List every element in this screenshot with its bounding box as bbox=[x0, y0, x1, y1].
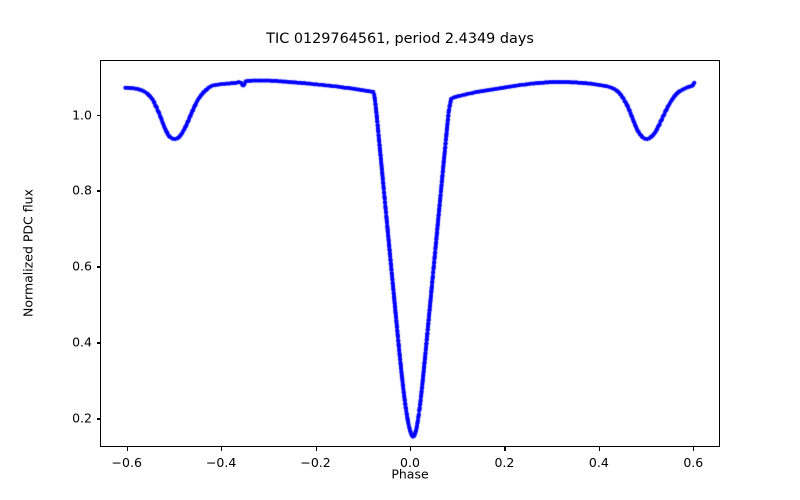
x-axis-tick-label: −0.2 bbox=[300, 455, 331, 470]
y-axis-tick-label: 1.0 bbox=[72, 107, 92, 122]
y-axis-tick-label: 0.4 bbox=[72, 334, 92, 350]
y-axis-tick-label: 0.2 bbox=[72, 410, 92, 426]
y-axis-tick-label: 0.8 bbox=[72, 182, 92, 198]
page-title: TIC 0129764561, period 2.4349 days bbox=[266, 31, 534, 47]
x-axis-tick-label: −0.6 bbox=[111, 455, 142, 470]
y-axis-tick-mark bbox=[96, 418, 100, 420]
plot-axes bbox=[100, 60, 721, 448]
x-axis-tick-mark bbox=[598, 447, 600, 451]
x-axis-tick-label: 0.0 bbox=[400, 455, 420, 470]
y-axis-tick-mark bbox=[96, 190, 100, 192]
x-axis-tick-mark bbox=[315, 447, 317, 451]
x-axis-tick-mark bbox=[693, 447, 695, 451]
x-axis-tick-mark bbox=[221, 447, 223, 451]
x-axis-tick-label: −0.4 bbox=[205, 455, 237, 470]
y-axis-label: Normalized PDC flux bbox=[20, 189, 36, 317]
x-axis-tick-mark bbox=[410, 447, 412, 451]
y-axis-tick-mark bbox=[96, 114, 100, 116]
x-axis-label: Phase bbox=[391, 466, 429, 482]
x-axis-tick-label: 0.2 bbox=[494, 455, 515, 470]
x-axis-tick-mark bbox=[126, 447, 128, 451]
y-axis-tick-mark bbox=[96, 266, 100, 268]
y-axis-tick-mark bbox=[96, 342, 100, 344]
scatter-data-layer bbox=[101, 61, 721, 448]
y-axis-tick-label: 0.6 bbox=[72, 258, 92, 274]
x-axis-tick-label: 0.4 bbox=[588, 455, 609, 470]
x-axis-tick-label: 0.6 bbox=[683, 455, 704, 470]
x-axis-tick-mark bbox=[504, 447, 506, 451]
